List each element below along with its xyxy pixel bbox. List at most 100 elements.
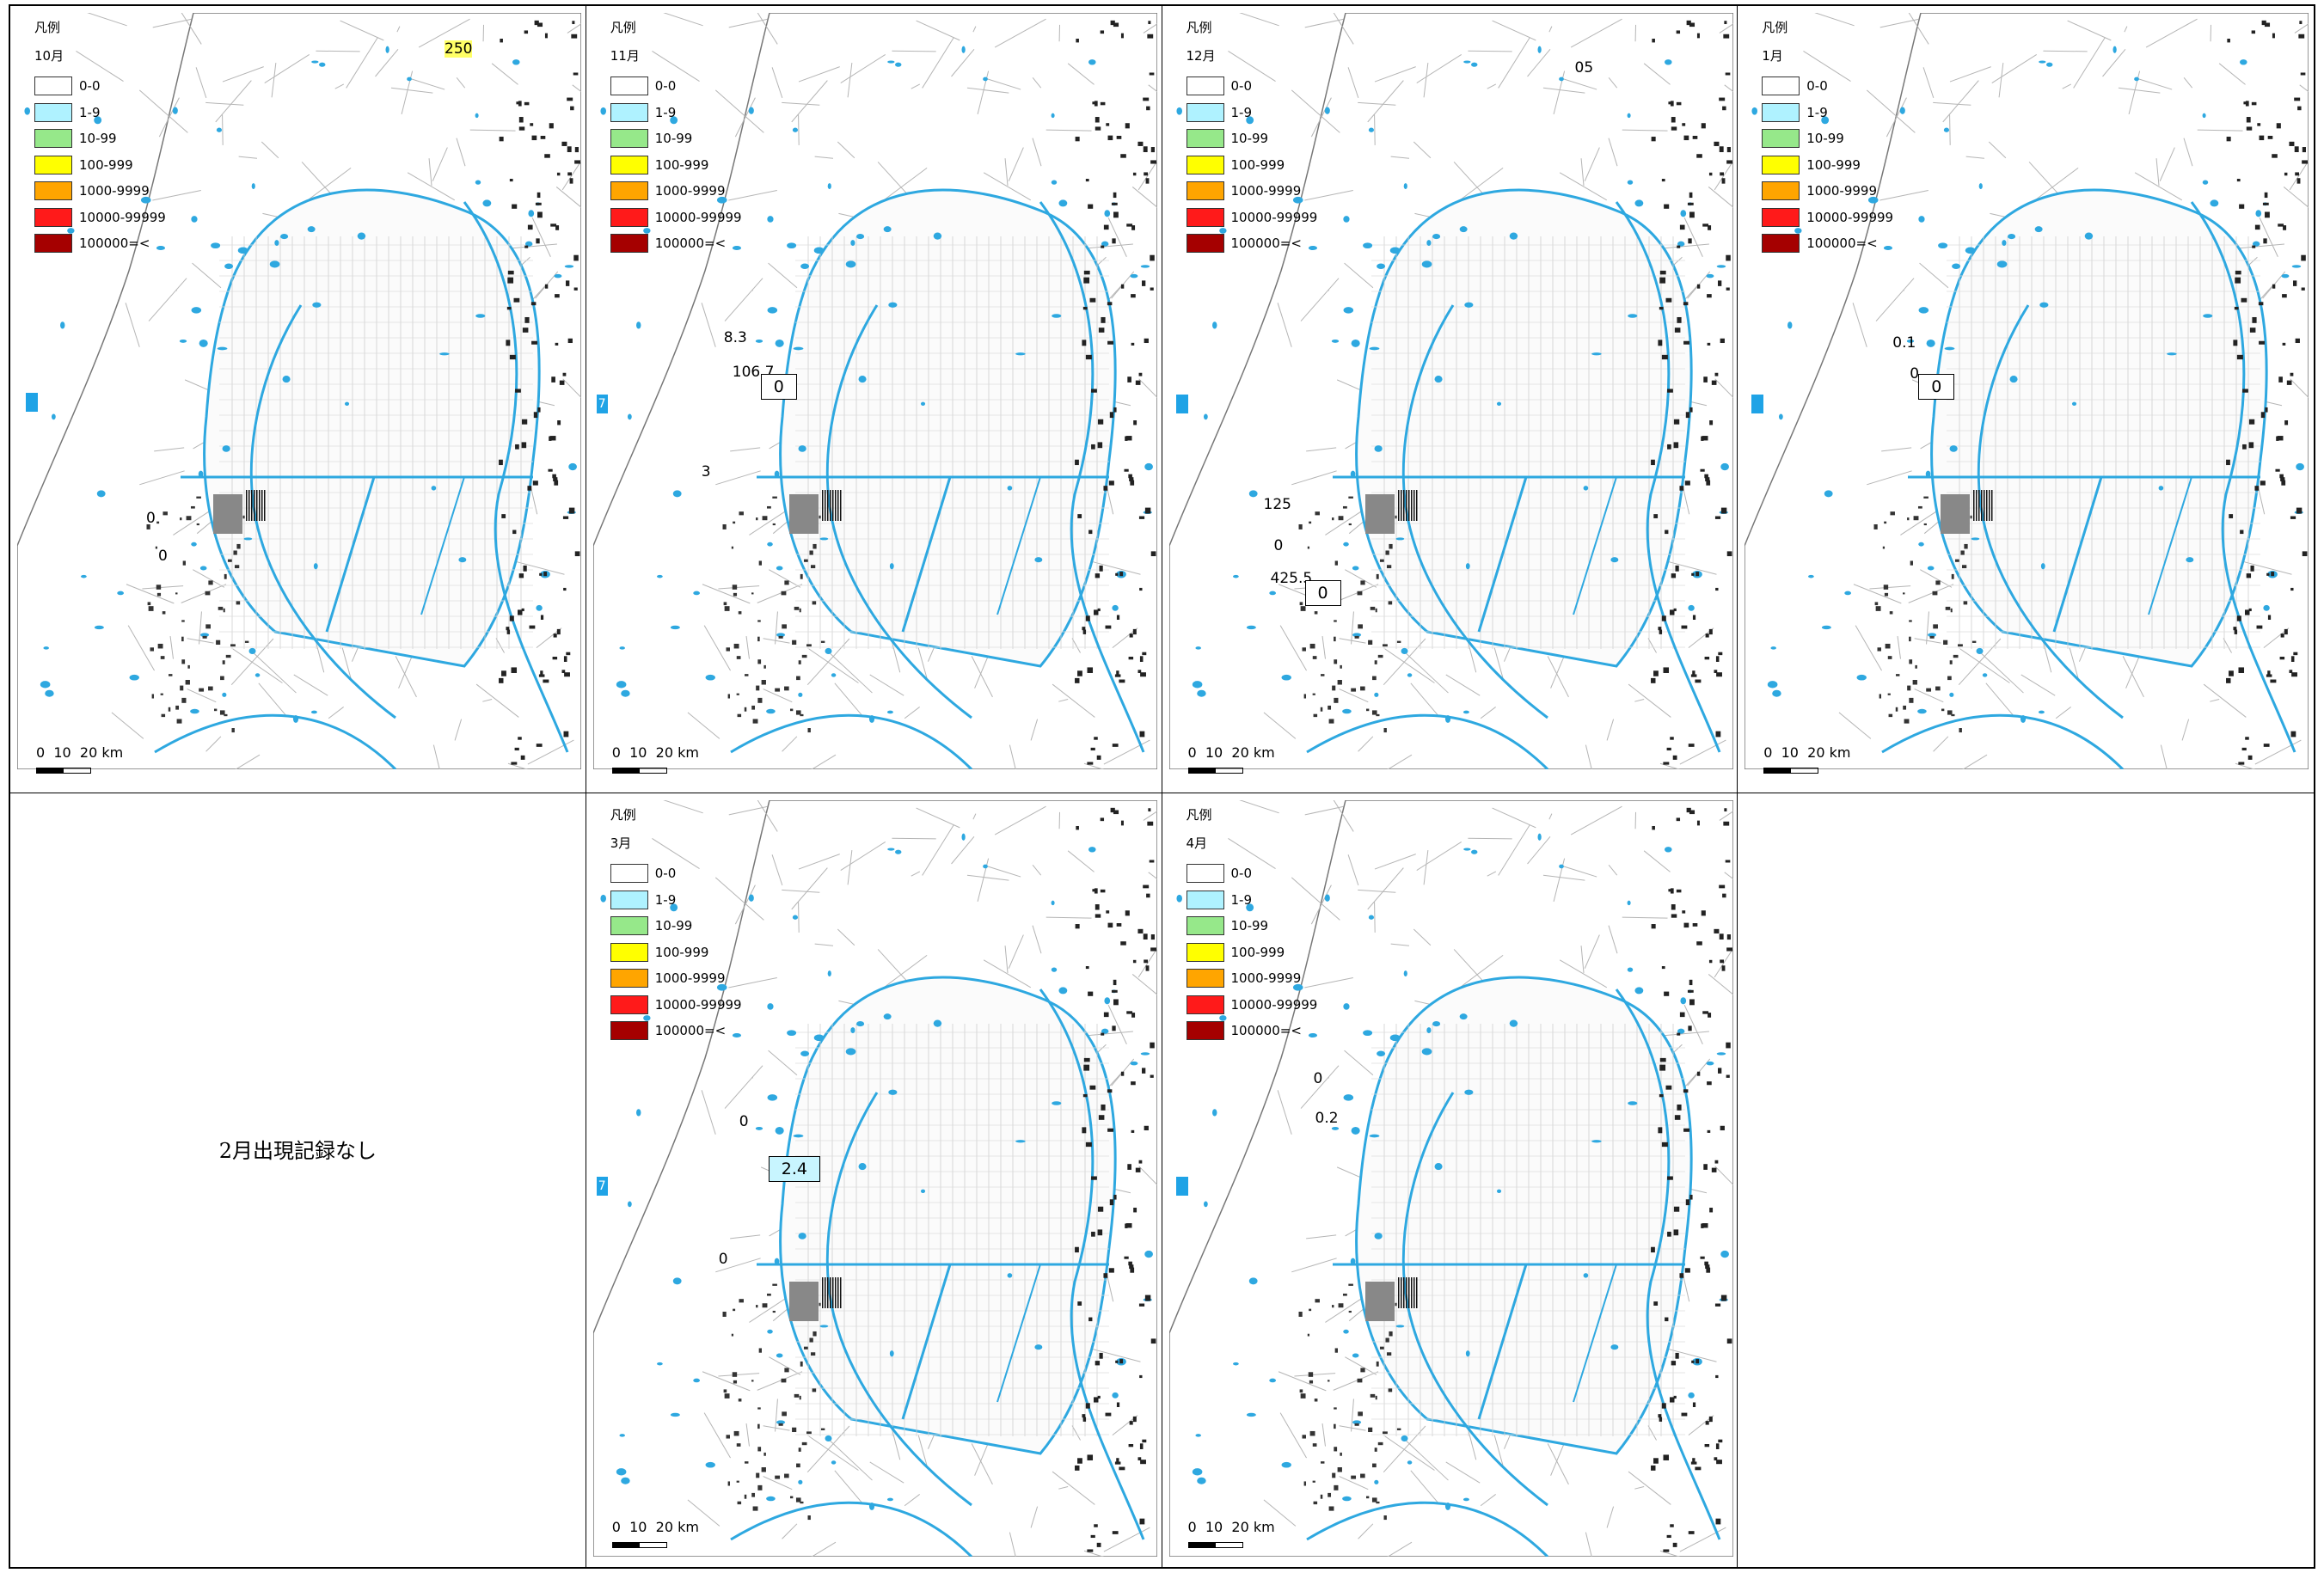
scale-bar: 0 10 20 km: [1187, 1519, 1275, 1548]
legend-title: 凡例: [610, 20, 636, 35]
legend-swatch: [34, 102, 72, 122]
legend-item: 1-9: [1762, 100, 1893, 126]
map-panel-april: 凡例 4月 0-0 1-9 10-99 100-999 1000-9999 10000-9…: [1162, 793, 1738, 1567]
scale-bar: 0 10 20 km: [36, 744, 123, 774]
legend-swatch: [1186, 890, 1224, 909]
scale-bar-label: 0 10 20 km: [611, 744, 699, 761]
legend: 凡例 4月 0-0 1-9 10-99 100-999 1000-9999 10000-9…: [1186, 805, 1318, 1044]
legend-month: 10月: [34, 48, 64, 64]
legend-label: 100000=<: [1230, 236, 1302, 252]
legend-swatch: [610, 995, 648, 1014]
legend-item: 100000=<: [610, 230, 742, 257]
legend-label: 0-0: [654, 866, 677, 882]
legend-month: 12月: [1186, 48, 1216, 64]
legend-item: 1-9: [1186, 100, 1318, 126]
legend-swatch: [1762, 181, 1800, 201]
data-label: 05: [1574, 59, 1594, 77]
data-label: 0.2: [1315, 1110, 1339, 1127]
legend-swatch: [34, 77, 72, 96]
legend-month: 4月: [1186, 835, 1208, 851]
legend-item: 10000-99999: [610, 205, 742, 231]
data-label: 0: [1910, 365, 1920, 383]
legend-swatch: [1762, 102, 1800, 122]
legend-title: 凡例: [1762, 20, 1788, 35]
legend-swatch: [610, 102, 648, 122]
legend-swatch: [1186, 181, 1224, 201]
map-panel-february: 2月出現記録なし: [10, 793, 586, 1567]
legend-label: 10000-99999: [1230, 996, 1318, 1013]
legend-item: 10000-99999: [1762, 205, 1893, 231]
data-label: 0: [739, 1113, 749, 1130]
legend-item: 100-999: [610, 940, 742, 966]
legend-item: 100000=<: [34, 230, 166, 257]
legend-swatch: [1186, 942, 1224, 962]
legend-label: 1-9: [1230, 891, 1253, 908]
data-box: 0: [1918, 374, 1955, 400]
legend-label: 100-999: [1230, 156, 1285, 173]
legend-item: 100000=<: [1186, 1018, 1318, 1044]
legend-label: 1000-9999: [1806, 183, 1878, 199]
map-image: [1168, 800, 1733, 1557]
legend-label: 10-99: [1230, 918, 1269, 934]
legend-swatch: [610, 155, 648, 174]
legend-swatch: [610, 129, 648, 149]
data-label: 125: [1263, 496, 1291, 513]
legend-swatch: [34, 207, 72, 227]
legend-swatch: [1186, 234, 1224, 254]
data-label: 0: [146, 510, 156, 527]
scale-bar-label: 0 10 20 km: [1187, 1519, 1275, 1535]
legend-label: 10-99: [1230, 131, 1269, 147]
legend-item: 100000=<: [1186, 230, 1318, 257]
legend-item: 1-9: [610, 100, 742, 126]
legend-swatch: [1186, 129, 1224, 149]
legend-item: 1000-9999: [610, 178, 742, 205]
legend-item: 1000-9999: [1762, 178, 1893, 205]
scale-bar: 0 10 20 km: [611, 1519, 699, 1548]
edge-marker: [1175, 395, 1188, 413]
legend: 凡例 3月 0-0 1-9 10-99 100-999 1000-9999 10000-9…: [610, 805, 742, 1044]
legend-label: 1-9: [654, 104, 677, 120]
legend-swatch: [610, 942, 648, 962]
legend-item: 10000-99999: [34, 205, 166, 231]
legend-label: 0-0: [79, 78, 101, 95]
legend-label: 10-99: [1806, 131, 1844, 147]
legend-label: 100000=<: [1806, 236, 1878, 252]
map-panel-october: 凡例 10月 0-0 1-9 10-99 100-999 1000-9999 10000-…: [10, 6, 586, 793]
legend-label: 1000-9999: [1230, 970, 1302, 987]
legend-swatch: [1762, 207, 1800, 227]
edge-label: 7: [596, 395, 608, 413]
scale-bar: 0 10 20 km: [1187, 744, 1275, 774]
legend-item: 100-999: [1186, 940, 1318, 966]
legend-title: 凡例: [34, 20, 61, 35]
legend-swatch: [1186, 207, 1224, 227]
scale-bar-label: 0 10 20 km: [1763, 744, 1851, 761]
data-label: 0: [718, 1251, 728, 1268]
map-panel-grid: 凡例 10月 0-0 1-9 10-99 100-999 1000-9999 10000-…: [9, 4, 2315, 1569]
scale-bar-label: 0 10 20 km: [611, 1519, 699, 1535]
legend-item: 0-0: [610, 860, 742, 887]
legend-label: 1000-9999: [79, 183, 150, 199]
legend-swatch: [1186, 995, 1224, 1014]
legend-label: 100-999: [1806, 156, 1861, 173]
legend-swatch: [34, 155, 72, 174]
scale-bar: 0 10 20 km: [1763, 744, 1850, 774]
data-label: 8.3: [723, 329, 747, 346]
legend-item: 1000-9999: [610, 965, 742, 992]
legend-swatch: [610, 77, 648, 96]
legend-item: 0-0: [1186, 860, 1318, 887]
data-label: 3: [701, 463, 711, 480]
legend-swatch: [1762, 234, 1800, 254]
map-panel-march: 凡例 3月 0-0 1-9 10-99 100-999 1000-9999 10000-9…: [586, 793, 1162, 1567]
legend-label: 0-0: [1230, 866, 1253, 882]
legend-title: 凡例: [610, 807, 636, 823]
legend-swatch: [1186, 77, 1224, 96]
legend-swatch: [1186, 155, 1224, 174]
data-box: 0: [1304, 580, 1341, 606]
legend-swatch: [1762, 77, 1800, 96]
edge-marker: [26, 393, 38, 412]
data-label: 0: [158, 548, 168, 565]
legend-label: 100-999: [654, 944, 709, 960]
legend-item: 100-999: [1186, 152, 1318, 179]
legend-label: 100000=<: [79, 236, 150, 252]
data-label: 425.5: [1270, 570, 1313, 587]
